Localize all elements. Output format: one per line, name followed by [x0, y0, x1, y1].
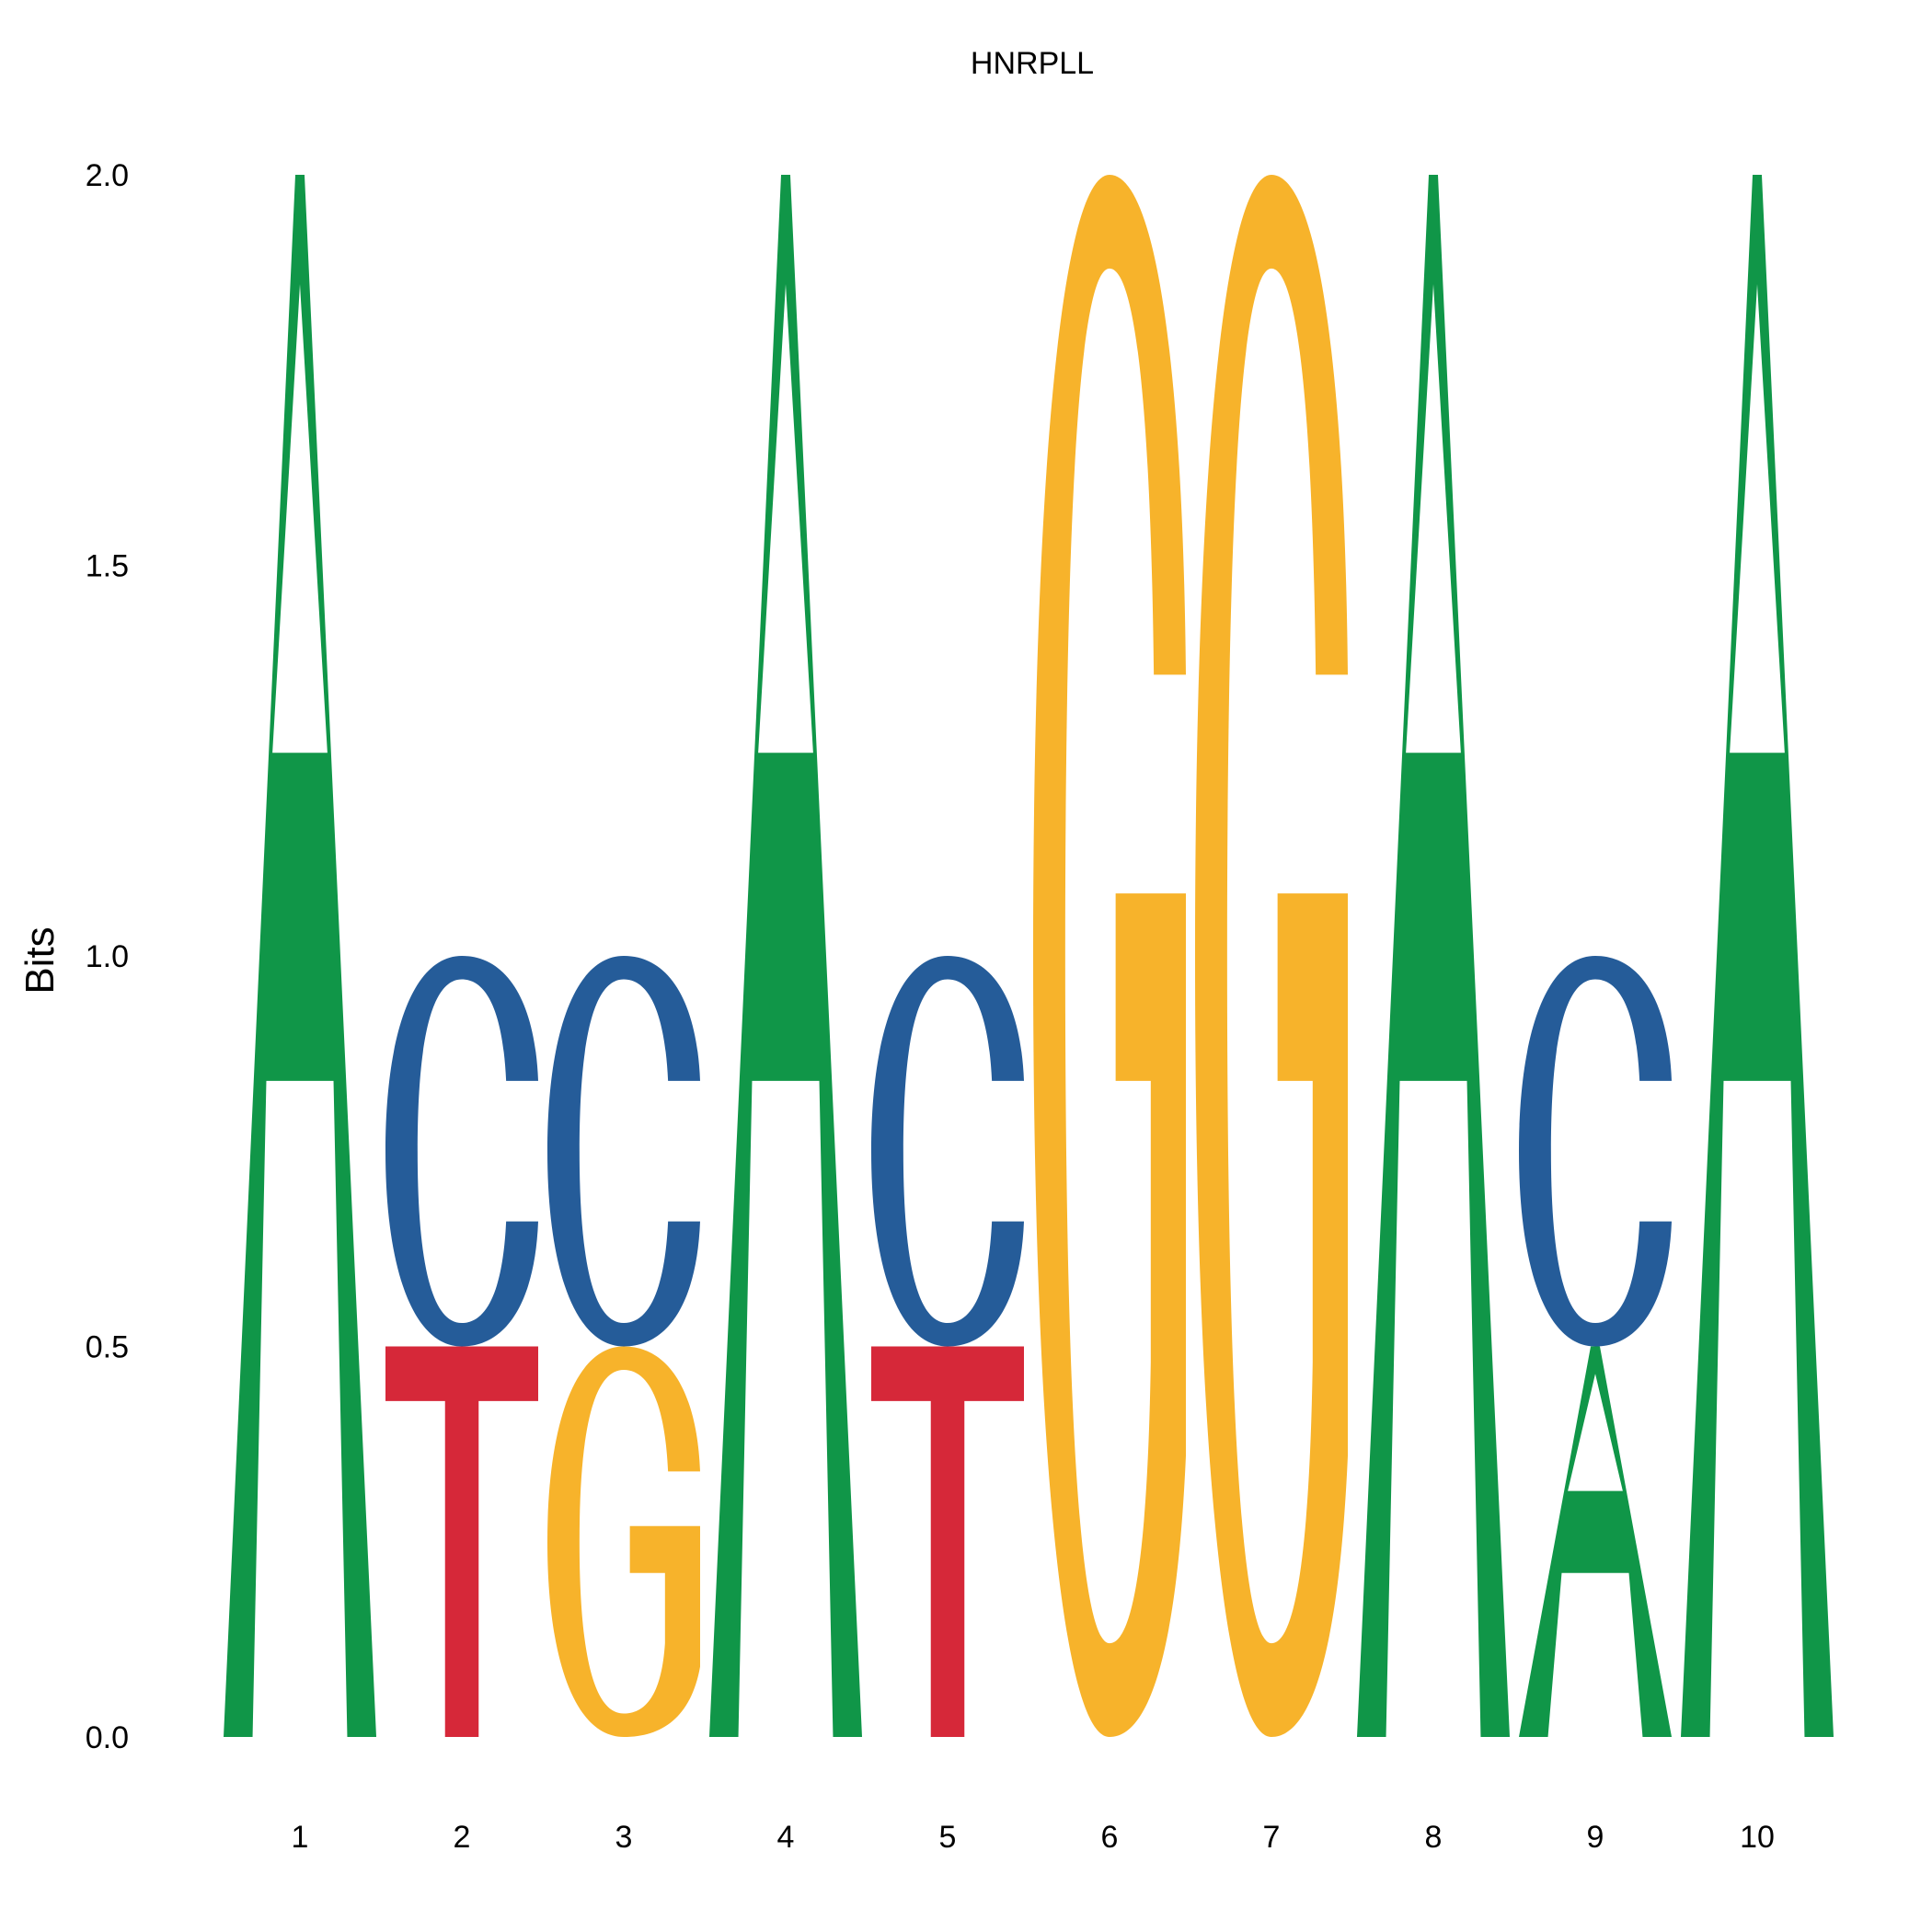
letter-glyph	[224, 175, 376, 1737]
letter-glyph	[1681, 175, 1834, 1737]
y-tick-label: 2.0	[86, 158, 129, 193]
x-tick-label: 3	[615, 1820, 633, 1855]
x-tick-label: 4	[777, 1820, 795, 1855]
letter-glyph	[385, 956, 538, 1347]
x-tick-label: 6	[1101, 1820, 1119, 1855]
letter-C-pos-9	[1519, 956, 1672, 1347]
letter-A-pos-4	[709, 175, 862, 1737]
letter-T-pos-2	[385, 1346, 538, 1737]
letter-G-pos-3	[547, 1346, 700, 1737]
letter-A-pos-9	[1519, 1346, 1672, 1737]
x-axis-ticks: 1 2 3 4 5 6 7 8 9 10	[292, 1820, 1775, 1855]
letter-glyph	[385, 1346, 538, 1737]
letter-C-pos-5	[871, 956, 1024, 1347]
letter-glyph	[1519, 956, 1672, 1347]
y-tick-label: 0.5	[86, 1330, 129, 1365]
letter-C-pos-2	[385, 956, 538, 1347]
letter-glyph	[1033, 175, 1186, 1737]
letter-T-pos-5	[871, 1346, 1024, 1737]
letter-G-pos-7	[1195, 175, 1348, 1737]
letter-glyph	[871, 956, 1024, 1347]
x-tick-label: 10	[1740, 1820, 1775, 1855]
letter-G-pos-6	[1033, 175, 1186, 1737]
letter-glyph	[1357, 175, 1510, 1737]
letter-glyph	[871, 1346, 1024, 1737]
x-tick-label: 1	[292, 1820, 309, 1855]
y-tick-label: 0.0	[86, 1720, 129, 1755]
chart-title: HNRPLL	[971, 46, 1094, 81]
x-tick-label: 5	[939, 1820, 957, 1855]
x-tick-label: 8	[1425, 1820, 1443, 1855]
y-tick-label: 1.0	[86, 939, 129, 974]
x-tick-label: 2	[454, 1820, 471, 1855]
letter-glyph	[547, 1346, 700, 1737]
y-axis-label: Bits	[17, 926, 63, 994]
letter-glyph	[547, 956, 700, 1347]
x-tick-label: 7	[1263, 1820, 1281, 1855]
letter-glyph	[1519, 1346, 1672, 1737]
y-tick-label: 1.5	[86, 549, 129, 584]
letter-glyph	[709, 175, 862, 1737]
y-axis-ticks: 0.0 0.5 1.0 1.5 2.0	[86, 158, 129, 1755]
logo-letters	[224, 175, 1834, 1737]
letter-A-pos-8	[1357, 175, 1510, 1737]
letter-A-pos-1	[224, 175, 376, 1737]
x-tick-label: 9	[1587, 1820, 1604, 1855]
letter-glyph	[1195, 175, 1348, 1737]
letter-A-pos-10	[1681, 175, 1834, 1737]
letter-C-pos-3	[547, 956, 700, 1347]
